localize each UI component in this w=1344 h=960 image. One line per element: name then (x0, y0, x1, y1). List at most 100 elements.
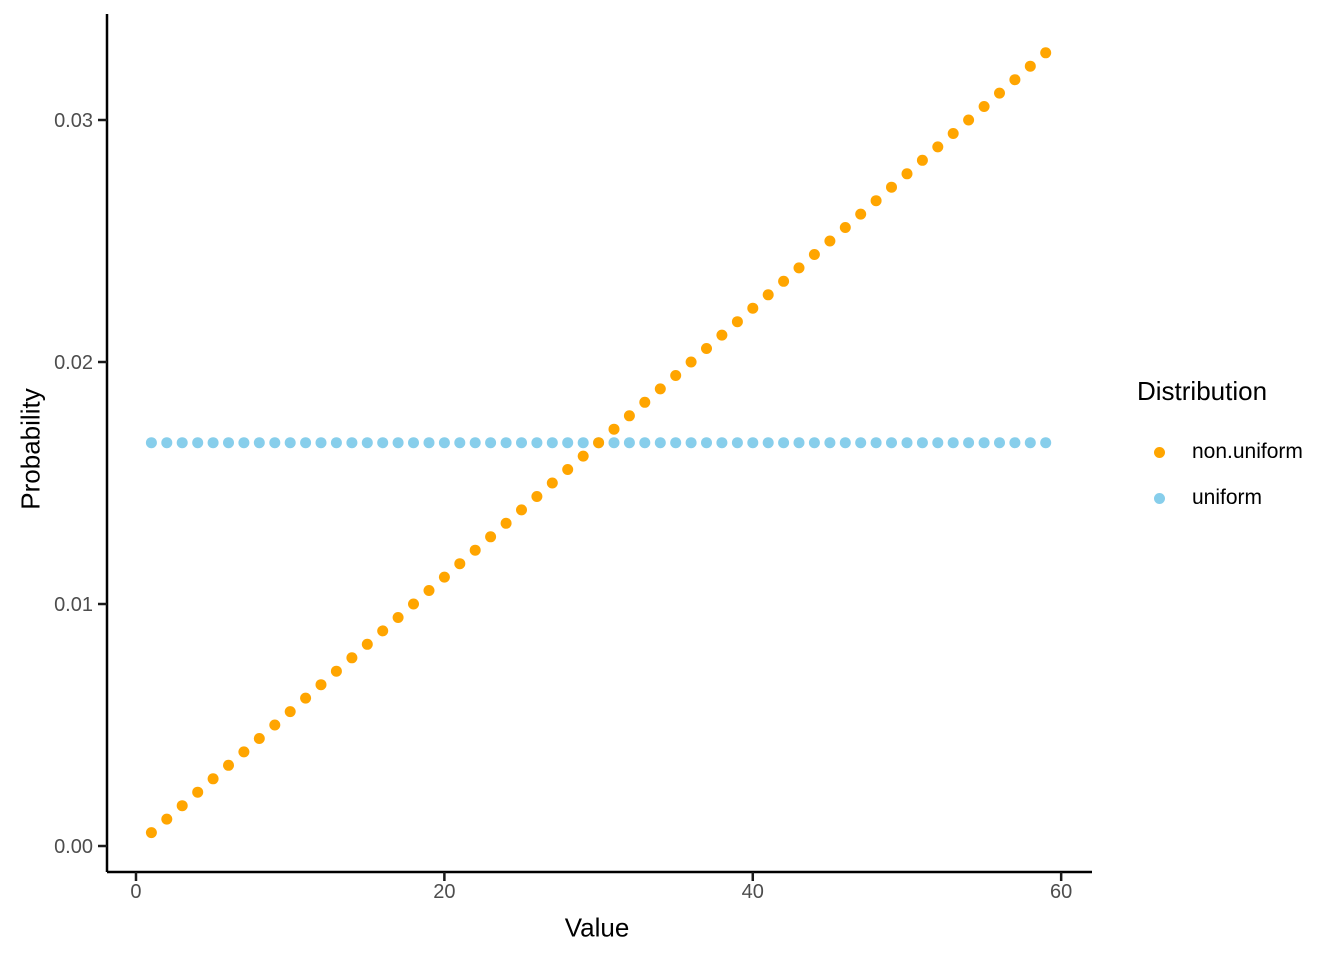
data-point (269, 719, 281, 731)
data-point (1009, 74, 1021, 86)
data-point (300, 692, 312, 704)
data-point (531, 437, 543, 449)
data-point (408, 598, 419, 610)
data-point (516, 437, 527, 449)
data-point (731, 316, 743, 328)
data-point (469, 544, 481, 556)
data-point (793, 437, 805, 449)
data-point (500, 517, 512, 529)
data-point (438, 571, 450, 583)
legend-item-uniform: uniform (1137, 475, 1337, 521)
data-point (994, 437, 1005, 449)
data-point (284, 437, 296, 449)
data-point (469, 437, 481, 449)
data-point (454, 437, 466, 449)
data-point (978, 101, 990, 112)
data-point (330, 665, 342, 677)
data-point (1040, 437, 1052, 449)
data-point (562, 437, 574, 449)
data-point (1009, 437, 1021, 449)
data-point (1024, 60, 1036, 72)
data-point (994, 87, 1005, 99)
legend-item-non-uniform: non.uniform (1137, 429, 1337, 475)
data-point (932, 141, 944, 153)
data-point (639, 437, 651, 449)
legend-title: Distribution (1137, 376, 1268, 406)
data-point (238, 746, 250, 758)
data-point (978, 437, 990, 449)
data-point (207, 437, 219, 449)
uniform-point-icon (1154, 492, 1165, 504)
data-point (253, 437, 265, 449)
data-point (546, 477, 558, 489)
data-point (608, 423, 620, 435)
data-point (654, 383, 666, 395)
data-point (608, 437, 620, 449)
data-point (731, 437, 743, 449)
legend-label-non-uniform: non.uniform (1192, 440, 1303, 463)
data-point (808, 249, 820, 260)
data-point (238, 437, 250, 449)
data-point (947, 437, 959, 449)
data-point (1040, 47, 1052, 59)
legend-label-uniform: uniform (1192, 486, 1263, 509)
data-point (361, 437, 373, 449)
non-uniform-point-icon (1154, 446, 1165, 458)
data-point (716, 437, 728, 449)
legend: Distribution non.uniform uniform (1137, 376, 1337, 521)
data-point (176, 437, 188, 449)
data-point (577, 437, 589, 449)
data-point (886, 437, 897, 449)
data-point (623, 410, 635, 422)
data-point (161, 813, 173, 825)
y-tick-label: 0.03 (54, 110, 93, 132)
data-point (824, 235, 836, 247)
data-point (485, 531, 497, 543)
x-axis-ticks: 0 20 40 60 (130, 872, 1072, 903)
data-point (408, 437, 419, 449)
data-point (315, 679, 327, 691)
data-point (284, 706, 296, 718)
data-point (516, 504, 527, 516)
data-point (716, 329, 728, 341)
x-tick-label: 20 (433, 881, 455, 903)
data-point (916, 154, 928, 166)
data-point (747, 302, 759, 314)
data-point (855, 208, 867, 220)
data-point (623, 437, 635, 449)
data-point (346, 652, 358, 664)
data-point (315, 437, 327, 449)
data-point (701, 437, 712, 449)
data-point (639, 396, 651, 408)
data-point (361, 638, 373, 650)
data-point (485, 437, 497, 449)
data-point (223, 437, 234, 449)
points-uniform (145, 437, 1052, 449)
data-point (778, 275, 790, 287)
data-point (824, 437, 836, 449)
data-point (963, 114, 975, 126)
x-axis-title: Value (564, 912, 630, 943)
data-point (500, 437, 512, 449)
data-point (886, 181, 897, 193)
y-tick-label: 0.01 (54, 594, 93, 616)
data-point (145, 827, 157, 839)
y-tick-label: 0.02 (54, 352, 93, 374)
data-point (701, 343, 712, 354)
data-point (300, 437, 312, 449)
data-point (392, 437, 404, 449)
data-point (377, 625, 389, 637)
data-point (963, 437, 975, 449)
axes (105, 14, 1092, 874)
data-point (932, 437, 944, 449)
y-tick-label: 0.00 (54, 836, 93, 858)
data-point (747, 437, 759, 449)
data-point (685, 356, 697, 368)
data-point (839, 222, 851, 233)
data-point (762, 437, 774, 449)
data-point (1024, 437, 1036, 449)
data-point (577, 450, 589, 462)
data-point (192, 437, 204, 449)
points-non-uniform (145, 47, 1052, 839)
data-point (654, 437, 666, 449)
